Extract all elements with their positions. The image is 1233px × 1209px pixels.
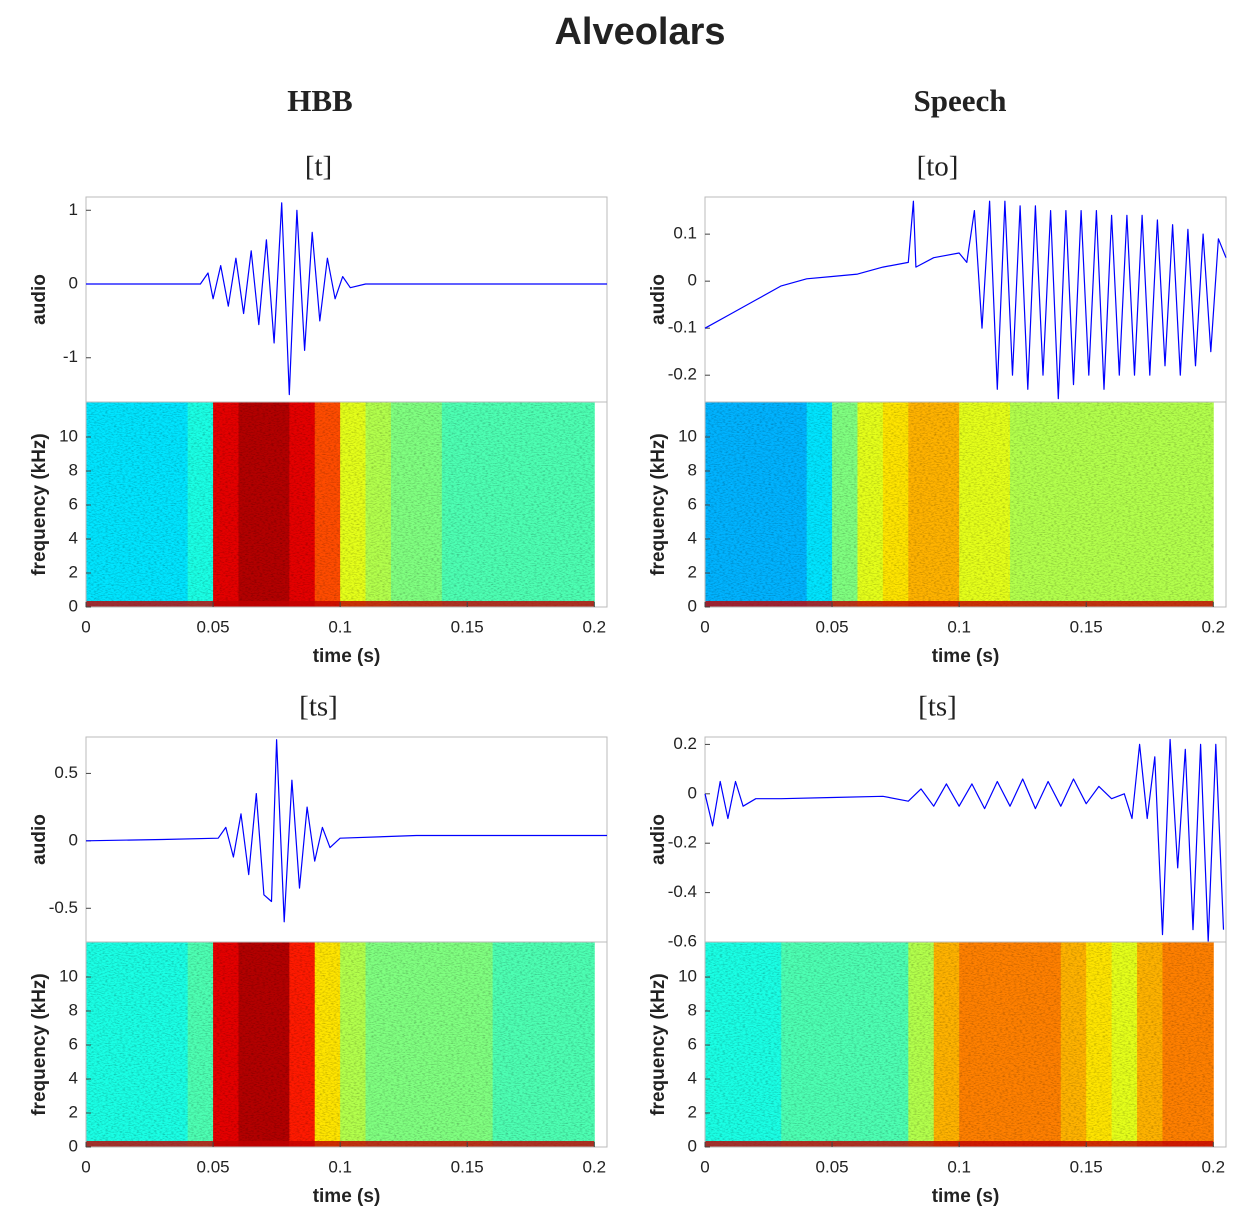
spectrogram-texture bbox=[86, 942, 595, 1147]
y-tick-label: 2 bbox=[688, 1102, 697, 1121]
y-axis-label: frequency (kHz) bbox=[29, 433, 50, 576]
x-axis-label: time (s) bbox=[313, 1186, 381, 1207]
x-tick-label: 0.15 bbox=[451, 1157, 484, 1176]
x-tick-label: 0.1 bbox=[947, 617, 971, 636]
y-tick-label: 8 bbox=[69, 460, 78, 479]
panel-title: [ts] bbox=[299, 691, 338, 723]
x-tick-label: 0.15 bbox=[1070, 1157, 1103, 1176]
y-tick-label: 6 bbox=[69, 494, 78, 513]
y-tick-label: 1 bbox=[69, 200, 78, 219]
waveform bbox=[704, 738, 1225, 943]
y-axis-label: frequency (kHz) bbox=[648, 433, 669, 576]
spectrogram-texture bbox=[86, 402, 595, 607]
y-tick-label: 2 bbox=[688, 562, 697, 581]
y-tick-label: 0 bbox=[69, 596, 78, 615]
y-tick-label: 6 bbox=[688, 1034, 697, 1053]
y-tick-label: -0.4 bbox=[668, 882, 697, 901]
y-tick-label: 0.1 bbox=[673, 224, 697, 243]
figure-title: Alveolars bbox=[554, 11, 725, 53]
y-tick-label: 10 bbox=[59, 427, 78, 446]
x-axis-label: time (s) bbox=[932, 1186, 1000, 1207]
axes-frame bbox=[704, 401, 1227, 608]
y-tick-label: 0 bbox=[688, 1136, 697, 1155]
y-tick-label: 6 bbox=[688, 494, 697, 513]
x-tick-label: 0.15 bbox=[451, 617, 484, 636]
spectrogram-texture bbox=[705, 402, 1214, 607]
waveform bbox=[85, 739, 607, 923]
y-tick-label: 10 bbox=[678, 967, 697, 986]
panel-title: [to] bbox=[917, 151, 959, 183]
x-tick-label: 0.05 bbox=[816, 617, 849, 636]
y-axis-label: audio bbox=[29, 814, 50, 865]
y-axis-label: frequency (kHz) bbox=[29, 973, 50, 1116]
spectrogram-texture bbox=[705, 942, 1214, 1147]
x-tick-label: 0.15 bbox=[1070, 617, 1103, 636]
y-tick-label: -0.6 bbox=[668, 931, 697, 950]
x-tick-label: 0.2 bbox=[582, 617, 606, 636]
y-tick-label: 6 bbox=[69, 1034, 78, 1053]
y-tick-label: 4 bbox=[688, 528, 697, 547]
x-tick-label: 0.2 bbox=[1201, 1157, 1225, 1176]
x-tick-label: 0 bbox=[81, 1157, 90, 1176]
y-tick-label: 8 bbox=[69, 1000, 78, 1019]
y-tick-label: 4 bbox=[69, 1068, 78, 1087]
waveform bbox=[86, 202, 607, 396]
y-tick-label: 0 bbox=[688, 783, 697, 802]
y-tick-label: 2 bbox=[69, 1102, 78, 1121]
y-tick-label: 0 bbox=[688, 596, 697, 615]
y-tick-label: 0 bbox=[69, 830, 78, 849]
y-tick-label: 0 bbox=[69, 273, 78, 292]
y-tick-label: 0 bbox=[69, 1136, 78, 1155]
y-axis-label: audio bbox=[29, 274, 50, 325]
y-axis-label: audio bbox=[648, 814, 669, 865]
x-tick-label: 0 bbox=[700, 1157, 709, 1176]
y-tick-label: 8 bbox=[688, 1000, 697, 1019]
y-tick-label: 0.2 bbox=[673, 734, 697, 753]
x-tick-label: 0.1 bbox=[328, 1157, 352, 1176]
axes-box bbox=[704, 196, 1227, 403]
y-tick-label: 0 bbox=[688, 271, 697, 290]
y-axis-label: audio bbox=[648, 274, 669, 325]
x-tick-label: 0.1 bbox=[947, 1157, 971, 1176]
x-tick-label: 0.05 bbox=[197, 617, 230, 636]
axes-frame bbox=[85, 941, 608, 1148]
waveform bbox=[704, 200, 1227, 400]
y-axis-label: frequency (kHz) bbox=[648, 973, 669, 1116]
panel-title: [ts] bbox=[918, 691, 957, 723]
x-axis-label: time (s) bbox=[313, 646, 381, 667]
y-tick-label: -0.2 bbox=[668, 833, 697, 852]
y-tick-label: -0.2 bbox=[668, 365, 697, 384]
y-tick-label: 0.5 bbox=[54, 763, 78, 782]
x-tick-label: 0.05 bbox=[816, 1157, 849, 1176]
axes-box bbox=[704, 736, 1227, 943]
column-title: Speech bbox=[914, 83, 1007, 118]
y-tick-label: 4 bbox=[69, 528, 78, 547]
column-title: HBB bbox=[287, 83, 352, 118]
x-tick-label: 0 bbox=[81, 617, 90, 636]
x-tick-label: 0.2 bbox=[582, 1157, 606, 1176]
y-tick-label: -0.5 bbox=[49, 898, 78, 917]
y-tick-label: -1 bbox=[63, 347, 78, 366]
panel-title: [t] bbox=[305, 151, 332, 183]
x-tick-label: 0.05 bbox=[197, 1157, 230, 1176]
x-tick-label: 0 bbox=[700, 617, 709, 636]
y-tick-label: 10 bbox=[678, 427, 697, 446]
y-tick-label: 10 bbox=[59, 967, 78, 986]
x-tick-label: 0.2 bbox=[1201, 617, 1225, 636]
y-tick-label: -0.1 bbox=[668, 318, 697, 337]
axes-frame bbox=[704, 941, 1227, 1148]
y-tick-label: 2 bbox=[69, 562, 78, 581]
axes-frame bbox=[85, 401, 608, 608]
axes-box bbox=[85, 196, 608, 403]
x-axis-label: time (s) bbox=[932, 646, 1000, 667]
y-tick-label: 4 bbox=[688, 1068, 697, 1087]
y-tick-label: 8 bbox=[688, 460, 697, 479]
x-tick-label: 0.1 bbox=[328, 617, 352, 636]
